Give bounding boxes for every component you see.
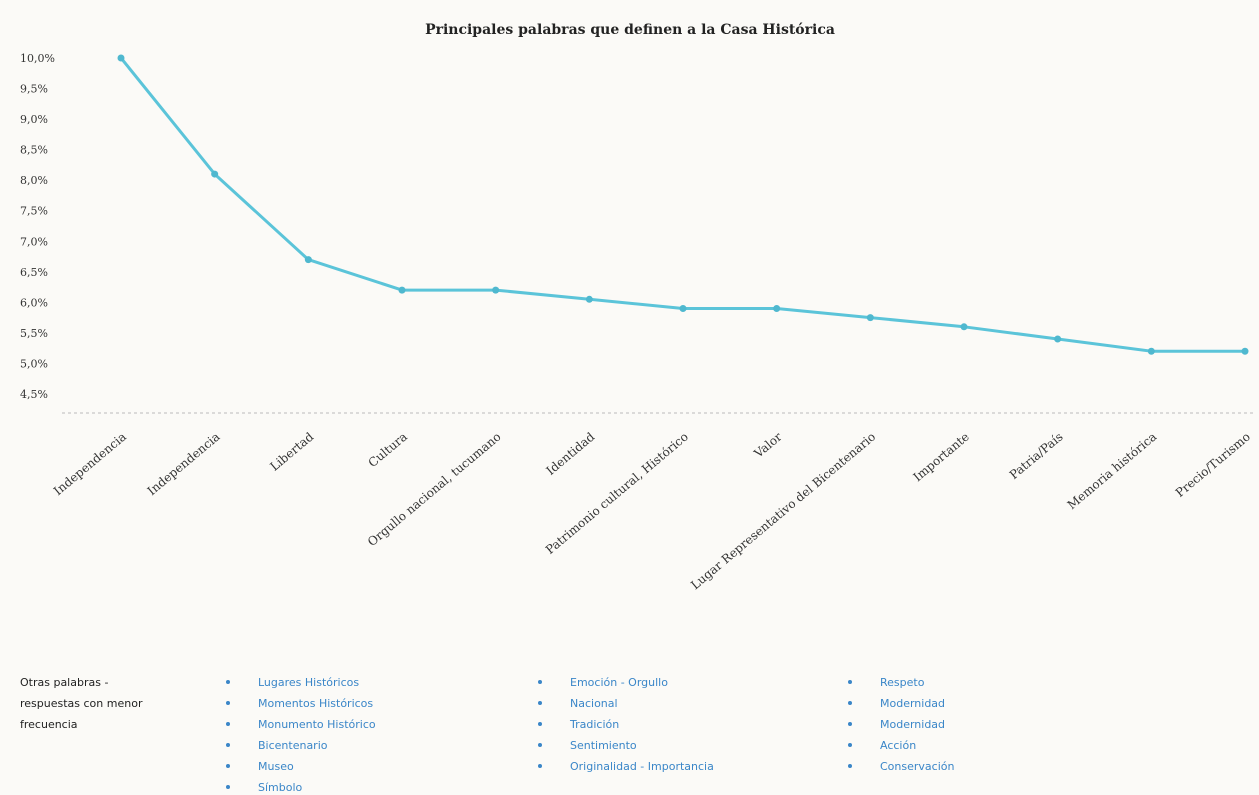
data-point bbox=[117, 54, 125, 62]
x-category-label: Cultura bbox=[366, 430, 410, 470]
data-point bbox=[492, 286, 500, 294]
legend-item: Originalidad - Importancia bbox=[570, 760, 714, 773]
legend-item: Respeto bbox=[880, 676, 925, 689]
y-tick-label: 10,0% bbox=[20, 52, 55, 65]
y-axis-ticks: 10,0% 9,5% 9,0% 8,5% 8,0% 7,5% 7,0% 6,5% 6,0% 5,5… bbox=[20, 52, 55, 401]
y-tick-label: 7,0% bbox=[20, 235, 48, 248]
y-tick-label: 5,0% bbox=[20, 357, 48, 370]
legend-item: Momentos Históricos bbox=[258, 697, 373, 710]
data-point bbox=[1241, 347, 1249, 355]
legend-item: Modernidad bbox=[880, 718, 945, 731]
y-tick-label: 4,5% bbox=[20, 388, 48, 401]
legend-bullet bbox=[226, 785, 230, 789]
data-point bbox=[211, 170, 219, 178]
x-category-label: Valor bbox=[751, 429, 785, 461]
legend-item: Sentimiento bbox=[570, 739, 637, 752]
y-tick-label: 7,5% bbox=[20, 205, 48, 218]
legend-bullet bbox=[538, 722, 542, 726]
legend-bullet bbox=[848, 680, 852, 684]
data-point bbox=[960, 323, 968, 331]
legend-bullet bbox=[226, 680, 230, 684]
legend-item: Símbolo bbox=[258, 781, 303, 794]
legend-title-line: frecuencia bbox=[20, 718, 78, 731]
data-point bbox=[304, 256, 312, 264]
legend-item: Tradición bbox=[569, 718, 619, 731]
x-category-label: Lugar Representativo del Bicentenario bbox=[688, 430, 878, 593]
legend-bullet bbox=[226, 701, 230, 705]
x-category-label: Independencia bbox=[51, 430, 129, 499]
data-point bbox=[1147, 347, 1155, 355]
legend-bullet bbox=[226, 764, 230, 768]
x-category-label: Memoria histórica bbox=[1065, 430, 1160, 513]
legend-item: Acción bbox=[880, 739, 916, 752]
legend-bullet bbox=[226, 722, 230, 726]
legend-bullet bbox=[538, 743, 542, 747]
legend-item: Nacional bbox=[570, 697, 618, 710]
legend-item: Modernidad bbox=[880, 697, 945, 710]
x-category-label: Identidad bbox=[543, 429, 597, 477]
legend-item: Monumento Histórico bbox=[258, 718, 376, 731]
y-tick-label: 5,5% bbox=[20, 327, 48, 340]
data-point bbox=[866, 314, 874, 322]
y-tick-label: 6,5% bbox=[20, 266, 48, 279]
y-tick-label: 9,5% bbox=[20, 83, 48, 96]
x-category-label: Precio/Turismo bbox=[1173, 430, 1253, 500]
y-tick-label: 8,0% bbox=[20, 174, 48, 187]
data-point bbox=[1054, 335, 1062, 343]
x-category-label: Libertad bbox=[267, 429, 316, 473]
legend-item: Conservación bbox=[880, 760, 954, 773]
legend-bullet bbox=[226, 743, 230, 747]
y-tick-label: 9,0% bbox=[20, 113, 48, 126]
data-point bbox=[679, 304, 687, 312]
legend-item: Museo bbox=[258, 760, 294, 773]
legend: Otras palabras - respuestas con menor frec… bbox=[20, 676, 954, 794]
legend-item: Lugares Históricos bbox=[258, 676, 359, 689]
y-tick-label: 8,5% bbox=[20, 144, 48, 157]
legend-bullet bbox=[848, 722, 852, 726]
legend-item: Emoción - Orgullo bbox=[570, 676, 668, 689]
data-point bbox=[773, 304, 781, 312]
legend-bullet bbox=[848, 764, 852, 768]
x-category-label: Patria/País bbox=[1007, 430, 1066, 482]
y-tick-label: 6,0% bbox=[20, 296, 48, 309]
x-axis-categories: Independencia Independencia Libertad Cultur… bbox=[51, 429, 1253, 592]
data-point bbox=[585, 295, 593, 303]
legend-bullet bbox=[538, 764, 542, 768]
data-point bbox=[398, 286, 406, 294]
chart-title: Principales palabras que definen a la Ca… bbox=[425, 22, 835, 38]
legend-item: Bicentenario bbox=[258, 739, 328, 752]
data-points bbox=[117, 54, 1249, 355]
legend-bullet bbox=[538, 680, 542, 684]
x-category-label: Independencia bbox=[145, 430, 223, 499]
legend-title-line: respuestas con menor bbox=[20, 697, 143, 710]
legend-bullet bbox=[538, 701, 542, 705]
legend-bullet bbox=[848, 743, 852, 747]
legend-title-line: Otras palabras - bbox=[20, 676, 108, 689]
x-category-label: Importante bbox=[911, 430, 972, 485]
legend-bullet bbox=[848, 701, 852, 705]
